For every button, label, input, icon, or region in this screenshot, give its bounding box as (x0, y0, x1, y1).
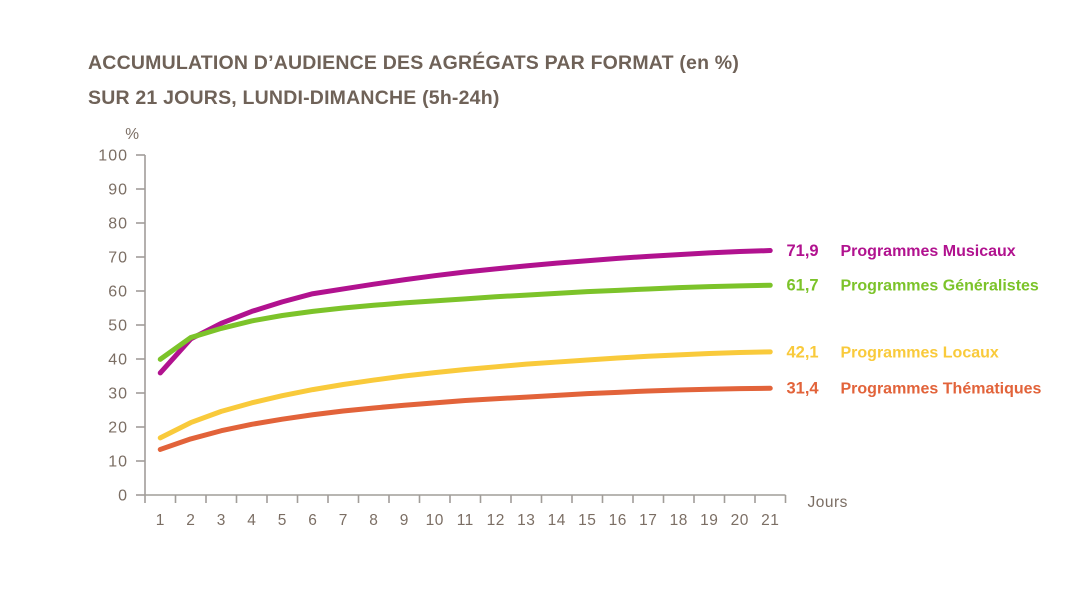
x-tick-label: 10 (426, 512, 444, 529)
legend-label: Programmes Généralistes (841, 278, 1039, 295)
legend-label: Programmes Thématiques (841, 381, 1042, 398)
series-line-2 (157, 349, 773, 441)
x-tick-label: 9 (400, 512, 409, 529)
y-tick-label: 100 (98, 148, 128, 165)
y-tick-label: 0 (118, 488, 128, 505)
y-tick-label: 70 (108, 250, 128, 267)
x-tick-label: 1 (156, 512, 165, 529)
x-tick-label: 12 (487, 512, 505, 529)
x-tick-label: 21 (761, 512, 779, 529)
chart-title-line-2: SUR 21 JOURS, LUNDI-DIMANCHE (5h-24h) (88, 87, 500, 109)
x-tick-label: 2 (186, 512, 195, 529)
series-line-1 (157, 282, 773, 362)
chart-title-line-1: ACCUMULATION D’AUDIENCE DES AGRÉGATS PAR… (88, 52, 740, 74)
x-tick-label: 5 (278, 512, 287, 529)
y-tick-label: 30 (108, 386, 128, 403)
x-tick-label: 4 (247, 512, 256, 529)
x-tick-label: 8 (369, 512, 378, 529)
legend-value: 31,4 (787, 380, 820, 398)
y-tick-label: 90 (108, 182, 128, 199)
legend-value: 71,9 (787, 242, 819, 260)
chart-title: ACCUMULATION D’AUDIENCE DES AGRÉGATS PAR… (88, 46, 739, 116)
y-tick-label: 10 (108, 454, 128, 471)
y-tick-label: 40 (108, 352, 128, 369)
legend-value: 61,7 (787, 277, 819, 295)
x-tick-label: 16 (609, 512, 627, 529)
x-tick-label: 3 (217, 512, 226, 529)
x-tick-label: 13 (517, 512, 535, 529)
y-tick-label: 80 (108, 216, 128, 233)
y-tick-label: 60 (108, 284, 128, 301)
x-tick-label: 11 (457, 512, 474, 529)
y-tick-label: 50 (108, 318, 128, 335)
x-tick-label: 18 (670, 512, 688, 529)
x-tick-label: 17 (639, 512, 657, 529)
series-line-0 (157, 248, 773, 376)
legend-value: 42,1 (787, 343, 819, 361)
y-axis-unit-label: % (125, 126, 139, 143)
y-tick-label: 20 (108, 420, 128, 437)
series-line-3 (157, 385, 773, 452)
x-tick-label: 19 (700, 512, 718, 529)
x-tick-label: 15 (578, 512, 596, 529)
x-tick-label: 6 (308, 512, 317, 529)
x-tick-label: 7 (339, 512, 348, 529)
x-tick-label: 20 (731, 512, 749, 529)
x-axis-unit-label: Jours (808, 494, 848, 511)
legend-label: Programmes Musicaux (841, 243, 1016, 260)
x-tick-label: 14 (548, 512, 566, 529)
legend-label: Programmes Locaux (841, 344, 999, 361)
